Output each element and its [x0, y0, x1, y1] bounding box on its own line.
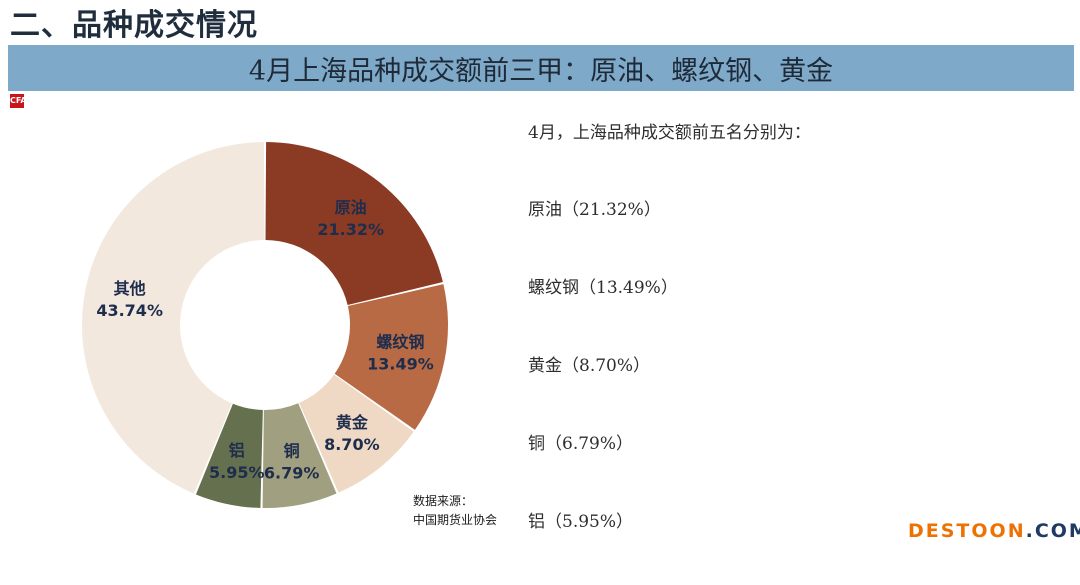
summary-item: 螺纹钢（13.49%） — [528, 278, 678, 298]
slice-value-copper: 6.79% — [264, 463, 320, 482]
slice-value-crude-oil: 21.32% — [317, 220, 384, 239]
summary-item: 铝（5.95%） — [528, 512, 634, 532]
slice-gold — [299, 374, 414, 493]
cfa-logo-icon: CFA — [10, 94, 27, 108]
slice-label-crude-oil: 原油 — [335, 198, 367, 217]
slice-label-rebar: 螺纹钢 — [376, 332, 424, 351]
section-title: 二、品种成交情况 — [10, 8, 258, 43]
slice-value-aluminum: 5.95% — [209, 463, 265, 482]
slice-label-aluminum: 铝 — [229, 441, 245, 460]
slice-aluminum — [195, 403, 263, 508]
banner-title: 4月上海品种成交额前三甲：原油、螺纹钢、黄金 — [248, 55, 834, 87]
banner: 4月上海品种成交额前三甲：原油、螺纹钢、黄金 — [8, 45, 1074, 91]
slice-value-gold: 8.70% — [324, 435, 380, 454]
slice-label-other: 其他 — [114, 279, 146, 298]
slice-crude-oil — [265, 142, 443, 306]
slice-label-copper: 铜 — [284, 441, 300, 460]
slice-rebar — [334, 284, 448, 430]
slice-copper — [262, 403, 337, 508]
chart-labels: 原油 21.32% 螺纹钢 13.49% 黄金 8.70% 铜 6.79% 铝 5.95% 其他 43… — [96, 198, 433, 483]
slice-other — [82, 142, 265, 494]
chart-slices — [82, 142, 448, 508]
watermark: DESTOON.COM — [908, 520, 1080, 542]
slice-value-other: 43.74% — [96, 301, 163, 320]
donut-chart: 原油 21.32% 螺纹钢 13.49% 黄金 8.70% 铜 6.79% 铝 5.95% 其他 43… — [82, 142, 448, 508]
summary-item: 原油（21.32%） — [528, 200, 661, 220]
summary-item: 黄金（8.70%） — [528, 356, 651, 376]
data-source-name: 中国期货业协会 — [413, 513, 498, 527]
slice-value-rebar: 13.49% — [367, 354, 434, 373]
summary-panel: 4月，上海品种成交额前五名分别为： 原油（21.32%） 螺纹钢（13.49%）… — [528, 118, 888, 585]
watermark-main: DESTOON — [908, 520, 1026, 542]
summary-item: 铜（6.79%） — [528, 434, 634, 454]
summary-intro: 4月，上海品种成交额前五名分别为： — [528, 123, 811, 143]
slice-label-gold: 黄金 — [336, 413, 369, 432]
data-source-label: 数据来源： — [413, 494, 474, 508]
data-source: 数据来源： 中国期货业协会 — [413, 492, 497, 530]
watermark-suffix: .COM — [1025, 520, 1080, 542]
